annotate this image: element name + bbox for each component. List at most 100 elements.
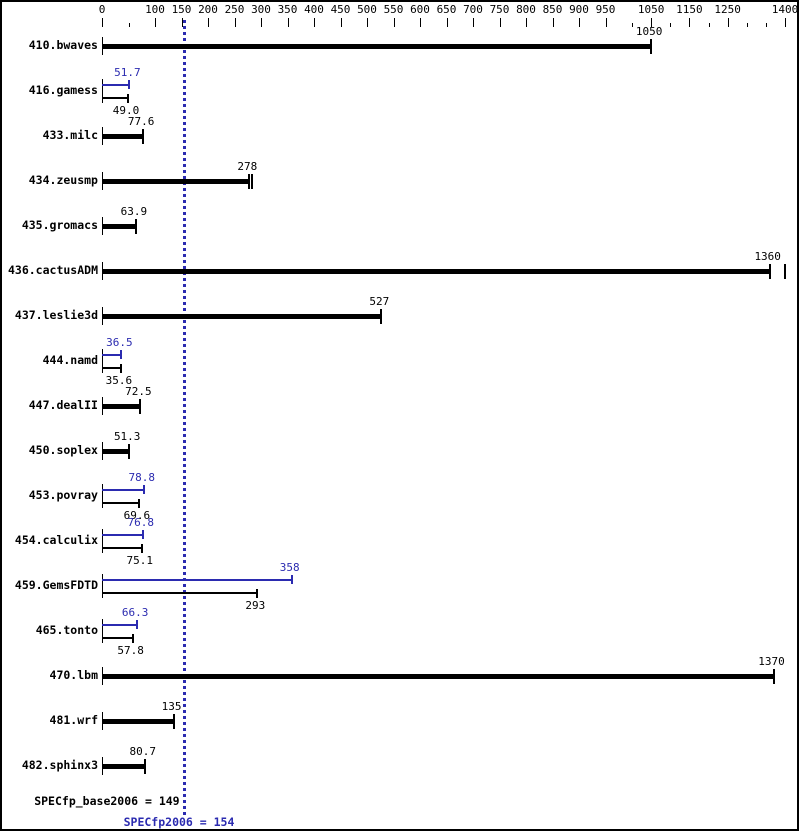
axis-tick-major	[420, 18, 421, 27]
benchmark-row: 434.zeusmp 278	[2, 158, 797, 203]
base-bar-cap	[768, 263, 771, 279]
axis-tick-major	[155, 18, 156, 27]
benchmark-row: 453.povray 78.8 69.6	[2, 472, 797, 522]
peak-value-label: 76.8	[127, 515, 154, 529]
axis-tick-minor	[632, 23, 633, 27]
benchmark-name: 416.gamess	[28, 83, 98, 97]
axis-tick-label: 1050	[637, 3, 665, 16]
benchmark-row: 482.sphinx3 80.7	[2, 743, 797, 788]
benchmark-label-cell: 454.calculix	[2, 518, 102, 563]
base-bar	[102, 313, 382, 319]
benchmark-name: 465.tonto	[35, 623, 98, 637]
axis-zero-stub	[102, 78, 103, 103]
axis-tick-label: 500	[357, 3, 377, 16]
base-bar	[102, 591, 258, 594]
axis-tick-label: 550	[383, 3, 404, 16]
peak-bar	[102, 533, 143, 536]
base-value-label: 135	[161, 699, 182, 713]
axis-tick-major	[579, 18, 580, 27]
base-bar-cap	[650, 38, 653, 54]
axis-tick-major	[499, 18, 501, 27]
peak-bar-cap	[120, 349, 123, 359]
benchmark-name: 453.povray	[28, 488, 98, 502]
benchmark-label-cell: 447.dealII	[2, 383, 102, 428]
axis-tick-label: 800	[516, 3, 536, 16]
base-bar	[102, 403, 141, 409]
reference-line-specfp2006	[182, 20, 186, 815]
benchmark-label-cell: 416.gamess	[2, 68, 102, 113]
peak-value-label: 51.7	[114, 65, 141, 79]
benchmark-label-cell: 434.zeusmp	[2, 158, 102, 203]
axis-tick-label: 450	[330, 3, 351, 16]
axis-tick-label: 400	[304, 3, 324, 16]
peak-bar-cap	[784, 263, 786, 279]
base-bar	[102, 178, 250, 184]
base-bar-cap	[131, 633, 134, 643]
benchmark-name: 450.soplex	[28, 443, 98, 457]
base-bar	[102, 546, 142, 549]
axis-tick-major	[473, 18, 474, 27]
base-value-label: 69.6	[123, 508, 151, 522]
axis-tick-label: 100	[145, 3, 165, 16]
base-value-label: 63.9	[120, 204, 148, 218]
benchmark-name: 459.GemsFDTD	[14, 578, 98, 592]
peak-value-label: 36.5	[106, 335, 133, 349]
axis-tick-label: 300	[251, 3, 271, 16]
axis-tick-label: 1250	[714, 3, 741, 16]
benchmark-label-cell: 453.povray	[2, 473, 102, 518]
x-axis: 0 100 150 200 250 300 350 400 450 500 550 600 650 700…	[2, 2, 797, 32]
base-value-label: 1050	[635, 24, 663, 38]
benchmark-name: 444.namd	[42, 353, 98, 367]
base-value-label: 75.1	[126, 553, 154, 567]
base-value-label: 1370	[758, 654, 785, 668]
axis-tick-major	[393, 18, 395, 27]
base-bar-cap	[248, 173, 251, 189]
benchmark-row: 465.tonto 66.3 57.8	[2, 605, 797, 656]
axis-tick-major	[605, 18, 607, 27]
benchmark-name: 454.calculix	[14, 533, 98, 547]
benchmark-row: 433.milc 77.6	[2, 113, 797, 158]
peak-value-label: 66.3	[121, 605, 149, 619]
axis-tick-major	[314, 18, 315, 27]
benchmark-row: 481.wrf 135	[2, 698, 797, 743]
axis-tick-label: 150	[171, 3, 192, 16]
base-bar-cap	[772, 668, 775, 684]
benchmark-name: 433.milc	[42, 128, 98, 142]
benchmark-label-cell: 450.soplex	[2, 428, 102, 473]
benchmark-name: 447.dealII	[28, 398, 98, 412]
peak-bar	[102, 488, 144, 491]
benchmark-label-cell: 437.leslie3d	[2, 293, 102, 338]
benchmark-label-cell: 470.lbm	[2, 653, 102, 698]
base-bar-cap	[128, 443, 131, 459]
benchmark-label-cell: 435.gromacs	[2, 203, 102, 248]
base-bar	[102, 96, 128, 99]
benchmark-label-cell: 482.sphinx3	[2, 743, 102, 788]
benchmark-name: 437.leslie3d	[14, 308, 98, 322]
base-bar	[102, 133, 144, 139]
axis-tick-minor	[128, 23, 130, 27]
benchmark-row: 410.bwaves 1050	[2, 23, 797, 68]
axis-tick-label: 950	[595, 3, 616, 16]
base-bar-cap	[140, 543, 143, 553]
axis-tick-major	[689, 18, 691, 27]
benchmark-row: 416.gamess 51.7 49.0	[2, 65, 797, 116]
benchmark-row: 470.lbm 1370	[2, 653, 797, 698]
axis-tick-major	[526, 18, 527, 27]
peak-bar	[102, 578, 292, 581]
benchmark-label-cell: 465.tonto	[2, 608, 102, 653]
base-bar-cap	[137, 498, 140, 508]
benchmark-row: 437.leslie3d 527	[2, 293, 797, 338]
benchmark-label-cell: 444.namd	[2, 338, 102, 383]
axis-zero-stub	[102, 483, 103, 508]
benchmark-name: 436.cactusADM	[7, 263, 98, 277]
benchmark-label-cell: 481.wrf	[2, 698, 102, 743]
base-bar	[102, 223, 136, 229]
base-value-label: 72.5	[125, 384, 152, 398]
base-value-label: 35.6	[105, 373, 133, 387]
benchmark-label-cell: 436.cactusADM	[2, 248, 102, 293]
base-bar	[102, 763, 145, 769]
axis-tick-label: 750	[489, 3, 510, 16]
benchmark-name: 482.sphinx3	[21, 758, 98, 772]
base-bar-cap	[172, 713, 175, 729]
peak-value-label: 358	[279, 560, 300, 574]
